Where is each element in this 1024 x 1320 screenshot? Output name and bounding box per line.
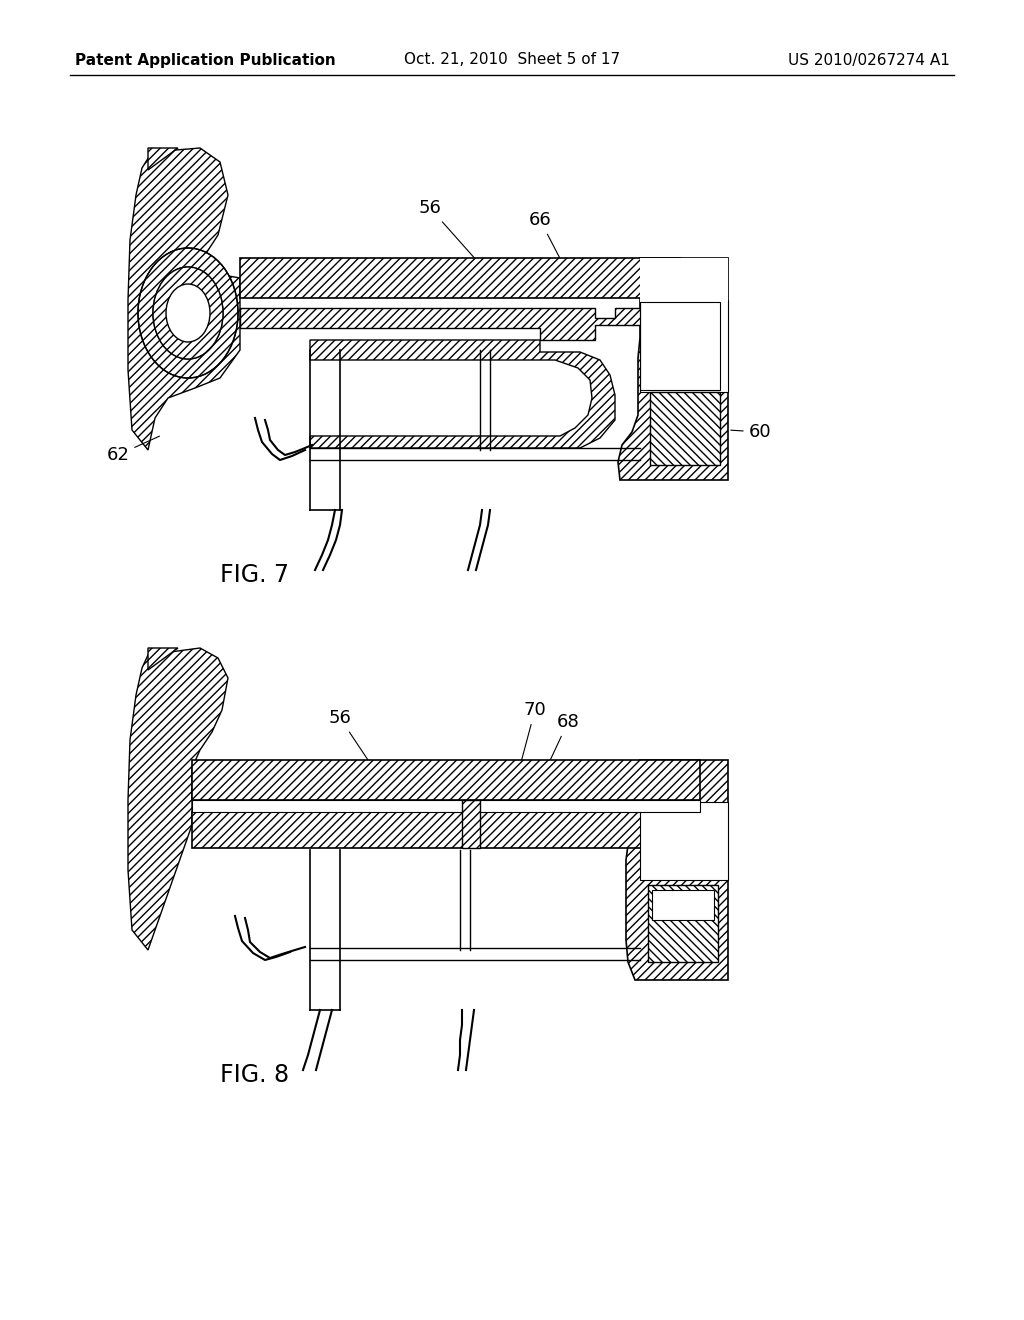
Polygon shape — [640, 300, 728, 392]
Polygon shape — [640, 257, 728, 302]
Polygon shape — [626, 760, 728, 979]
Polygon shape — [640, 803, 728, 880]
Text: FIG. 8: FIG. 8 — [220, 1063, 290, 1086]
Polygon shape — [462, 800, 480, 847]
Polygon shape — [310, 341, 615, 447]
Text: 68: 68 — [541, 713, 580, 780]
Polygon shape — [193, 800, 700, 812]
Text: 56: 56 — [329, 709, 379, 776]
Text: Patent Application Publication: Patent Application Publication — [75, 53, 336, 67]
Polygon shape — [193, 760, 700, 800]
Text: Oct. 21, 2010  Sheet 5 of 17: Oct. 21, 2010 Sheet 5 of 17 — [403, 53, 621, 67]
Text: 60: 60 — [731, 422, 771, 441]
Text: FIG. 7: FIG. 7 — [220, 564, 290, 587]
Text: 66: 66 — [528, 211, 564, 265]
Ellipse shape — [166, 284, 210, 342]
Polygon shape — [128, 648, 228, 950]
Polygon shape — [240, 257, 680, 298]
Polygon shape — [648, 884, 718, 962]
Polygon shape — [618, 257, 728, 480]
Polygon shape — [148, 648, 178, 671]
Polygon shape — [650, 392, 720, 465]
Polygon shape — [128, 148, 240, 450]
Ellipse shape — [153, 267, 223, 359]
Text: 62: 62 — [106, 436, 160, 465]
Polygon shape — [652, 890, 714, 920]
Text: US 2010/0267274 A1: US 2010/0267274 A1 — [788, 53, 950, 67]
Ellipse shape — [153, 267, 223, 359]
Polygon shape — [148, 148, 178, 170]
Ellipse shape — [138, 248, 238, 378]
Polygon shape — [193, 812, 700, 847]
Text: 70: 70 — [521, 701, 547, 763]
Text: 56: 56 — [419, 199, 476, 260]
Polygon shape — [240, 308, 680, 341]
